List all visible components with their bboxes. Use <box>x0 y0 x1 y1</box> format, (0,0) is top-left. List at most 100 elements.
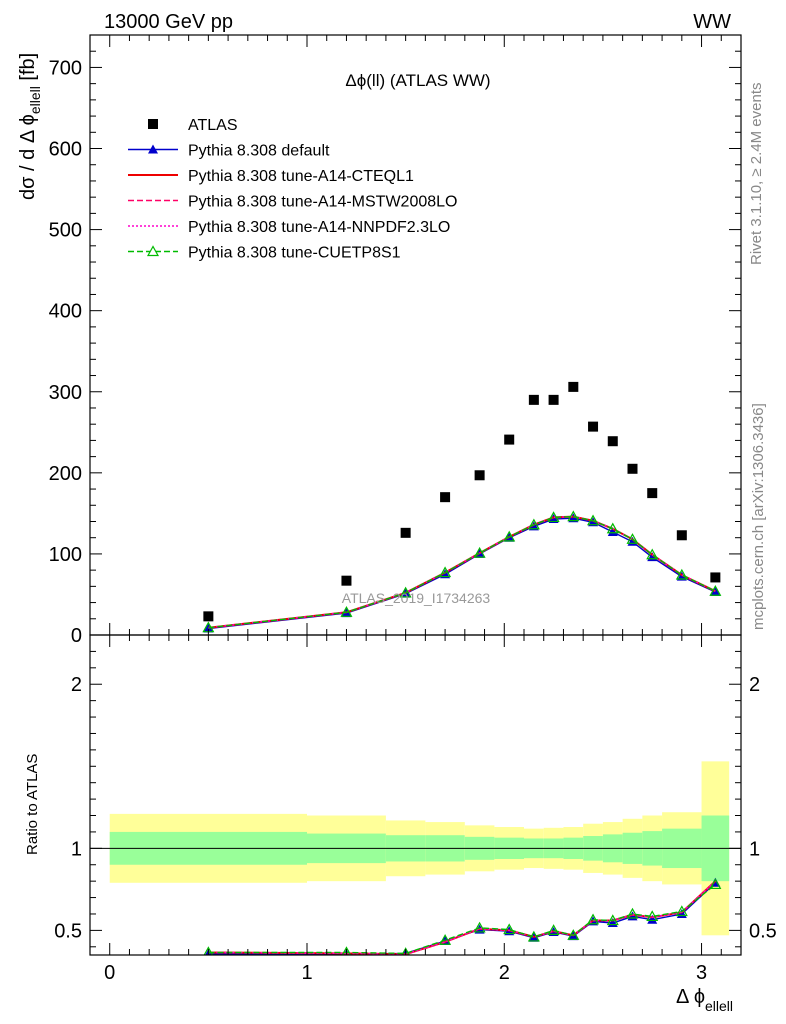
marker-cuetp8s1 <box>587 514 600 526</box>
data-point <box>440 492 451 503</box>
series-line-cuetp8s1 <box>208 883 716 955</box>
marker-cuetp8s1 <box>675 568 688 580</box>
ratio-frame <box>89 634 742 956</box>
data-point <box>568 381 579 392</box>
series-nnpdf <box>208 515 716 629</box>
process-label: WW <box>693 11 731 33</box>
marker-default <box>676 571 687 581</box>
marker-cuetp8s1 <box>646 548 659 560</box>
marker-default <box>710 587 721 597</box>
series-mstw <box>208 515 716 629</box>
marker-cuetp8s1 <box>675 905 688 917</box>
legend-label-mstw: Pythia 8.308 tune-A14-MSTW2008LO <box>188 194 457 211</box>
series-line-nnpdf <box>208 880 716 955</box>
marker-cuetp8s1 <box>709 878 722 890</box>
analysis-watermark: ATLAS_2019_I1734263 <box>342 590 491 606</box>
marker-cuetp8s1 <box>439 933 452 945</box>
marker-default <box>528 521 539 531</box>
legend-marker-data <box>148 119 158 129</box>
marker-cuetp8s1 <box>473 546 486 558</box>
marker-cuetp8s1 <box>587 913 600 925</box>
marker-cuetp8s1 <box>567 510 580 522</box>
series-line-cuetp8s1 <box>208 515 716 629</box>
main-y-tick-label: 0 <box>71 625 82 647</box>
marker-cuetp8s1 <box>340 606 353 617</box>
x-tick-label: 1 <box>301 962 312 984</box>
marker-cuetp8s1 <box>341 946 352 955</box>
energy-label: 13000 GeV pp <box>104 11 233 33</box>
series-line-cteql1 <box>208 515 716 629</box>
marker-cuetp8s1 <box>527 518 540 530</box>
legend: ATLAS Pythia 8.308 default Pythia 8.308 tu… <box>128 117 457 262</box>
series-cuetp8s1 <box>203 878 722 955</box>
legend-label-cuetp8s1: Pythia 8.308 tune-CUETP8S1 <box>188 245 401 262</box>
data-point <box>710 572 721 583</box>
main-title: Δϕ(ll) (ATLAS WW) <box>345 71 490 90</box>
main-y-tick-label: 400 <box>49 301 82 323</box>
data-point <box>548 394 559 405</box>
data-point <box>607 436 618 447</box>
marker-cuetp8s1 <box>547 924 560 935</box>
marker-default <box>607 527 618 537</box>
ratio-y-tick-label-right: 1 <box>749 838 760 860</box>
series-data <box>203 381 721 622</box>
legend-label-cteql1: Pythia 8.308 tune-A14-CTEQL1 <box>188 168 414 185</box>
marker-cuetp8s1 <box>606 914 619 926</box>
x-tick-label: 2 <box>499 962 510 984</box>
data-point <box>588 421 599 432</box>
series-cuetp8s1 <box>202 510 722 633</box>
series-line-mstw <box>208 515 716 629</box>
series-line-default <box>208 517 716 630</box>
legend-marker-cuetp8s1 <box>146 245 160 257</box>
series-default <box>205 877 721 955</box>
marker-cuetp8s1 <box>401 947 411 955</box>
marker-default <box>568 513 579 523</box>
main-y-tick-label: 500 <box>49 220 82 242</box>
data-point <box>528 394 539 405</box>
marker-cuetp8s1 <box>626 907 639 919</box>
marker-cuetp8s1 <box>473 921 486 933</box>
data-point <box>400 527 411 538</box>
marker-cuetp8s1 <box>547 511 560 523</box>
marker-cuetp8s1 <box>626 533 639 544</box>
data-point <box>647 488 658 499</box>
main-y-tick-label: 100 <box>49 544 82 566</box>
ratio-panel: 0 1 2 3 0.5 0.5 1 1 2 2 <box>54 634 777 984</box>
legend-label-nnpdf: Pythia 8.308 tune-A14-NNPDF2.3LO <box>188 219 450 236</box>
main-y-tick-label: 300 <box>49 382 82 404</box>
series-default <box>203 513 721 633</box>
marker-cuetp8s1 <box>503 530 516 542</box>
main-panel: 0 100 200 300 400 500 600 700 <box>49 34 742 647</box>
series-line-default <box>208 882 716 955</box>
marker-default <box>647 914 658 924</box>
data-point <box>341 575 352 586</box>
main-y-tick-label: 600 <box>49 139 82 161</box>
x-tick-label: 3 <box>696 962 707 984</box>
main-y-axis-label: dσ / d Δ ϕellell [fb] <box>17 53 43 200</box>
marker-cuetp8s1 <box>527 930 540 942</box>
data-point <box>203 611 214 622</box>
data-point <box>504 434 515 445</box>
ratio-y-axis-label: Ratio to ATLAS <box>24 754 41 855</box>
legend-label-default: Pythia 8.308 default <box>188 143 330 160</box>
marker-default <box>203 623 214 633</box>
marker-cuetp8s1 <box>503 923 516 935</box>
legend-label-data: ATLAS <box>188 117 238 134</box>
marker-cuetp8s1 <box>606 522 619 534</box>
data-point <box>627 463 638 474</box>
data-point <box>474 470 485 481</box>
ratio-y-tick-label: 2 <box>71 674 82 696</box>
marker-cuetp8s1 <box>203 946 214 955</box>
mcplots-label: mcplots.cern.ch [arXiv:1306.3436] <box>750 403 767 630</box>
ratio-y-tick-label-right: 2 <box>749 674 760 696</box>
series-line-mstw <box>208 880 716 955</box>
marker-cuetp8s1 <box>439 566 452 578</box>
series-line-nnpdf <box>208 515 716 629</box>
ratio-y-tick-label: 0.5 <box>54 920 82 942</box>
marker-cuetp8s1 <box>646 910 659 922</box>
marker-default <box>548 514 559 524</box>
series-cteql1 <box>208 515 716 629</box>
x-tick-label: 0 <box>104 962 115 984</box>
ratio-y-tick-label-right: 0.5 <box>749 920 777 942</box>
